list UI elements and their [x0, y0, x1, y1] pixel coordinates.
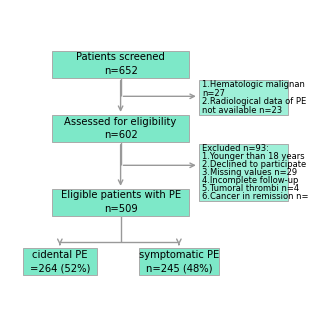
Text: 4.Incomplete follow-up: 4.Incomplete follow-up: [203, 176, 299, 185]
Text: not available n=23: not available n=23: [203, 106, 283, 115]
Text: n=27: n=27: [203, 89, 225, 98]
Text: n=509: n=509: [104, 204, 138, 214]
Text: 2.Radiological data of PE: 2.Radiological data of PE: [203, 97, 307, 106]
Text: Eligible patients with PE: Eligible patients with PE: [60, 190, 181, 200]
Text: =264 (52%): =264 (52%): [30, 263, 90, 273]
Text: 1.Younger than 18 years: 1.Younger than 18 years: [203, 152, 305, 161]
FancyBboxPatch shape: [139, 248, 219, 275]
FancyBboxPatch shape: [199, 144, 288, 201]
Text: 5.Tumoral thrombi n=4: 5.Tumoral thrombi n=4: [203, 184, 300, 193]
Text: n=652: n=652: [104, 66, 138, 76]
Text: Patients screened: Patients screened: [76, 52, 165, 62]
Text: 1.Hematologic malignan: 1.Hematologic malignan: [203, 80, 305, 89]
FancyBboxPatch shape: [23, 248, 97, 275]
Text: Assessed for eligibility: Assessed for eligibility: [64, 116, 177, 126]
Text: 3.Missing values n=29: 3.Missing values n=29: [203, 168, 298, 177]
Text: n=245 (48%): n=245 (48%): [146, 263, 212, 273]
Text: 6.Cancer in remission n=: 6.Cancer in remission n=: [203, 192, 309, 202]
Text: 2.Declined to participate: 2.Declined to participate: [203, 160, 307, 169]
Text: Excluded n=93:: Excluded n=93:: [203, 144, 269, 153]
FancyBboxPatch shape: [52, 189, 189, 216]
FancyBboxPatch shape: [52, 51, 189, 78]
FancyBboxPatch shape: [52, 115, 189, 142]
FancyBboxPatch shape: [199, 80, 288, 115]
Text: cidental PE: cidental PE: [32, 250, 88, 260]
Text: symptomatic PE: symptomatic PE: [139, 250, 219, 260]
Text: n=602: n=602: [104, 130, 138, 140]
